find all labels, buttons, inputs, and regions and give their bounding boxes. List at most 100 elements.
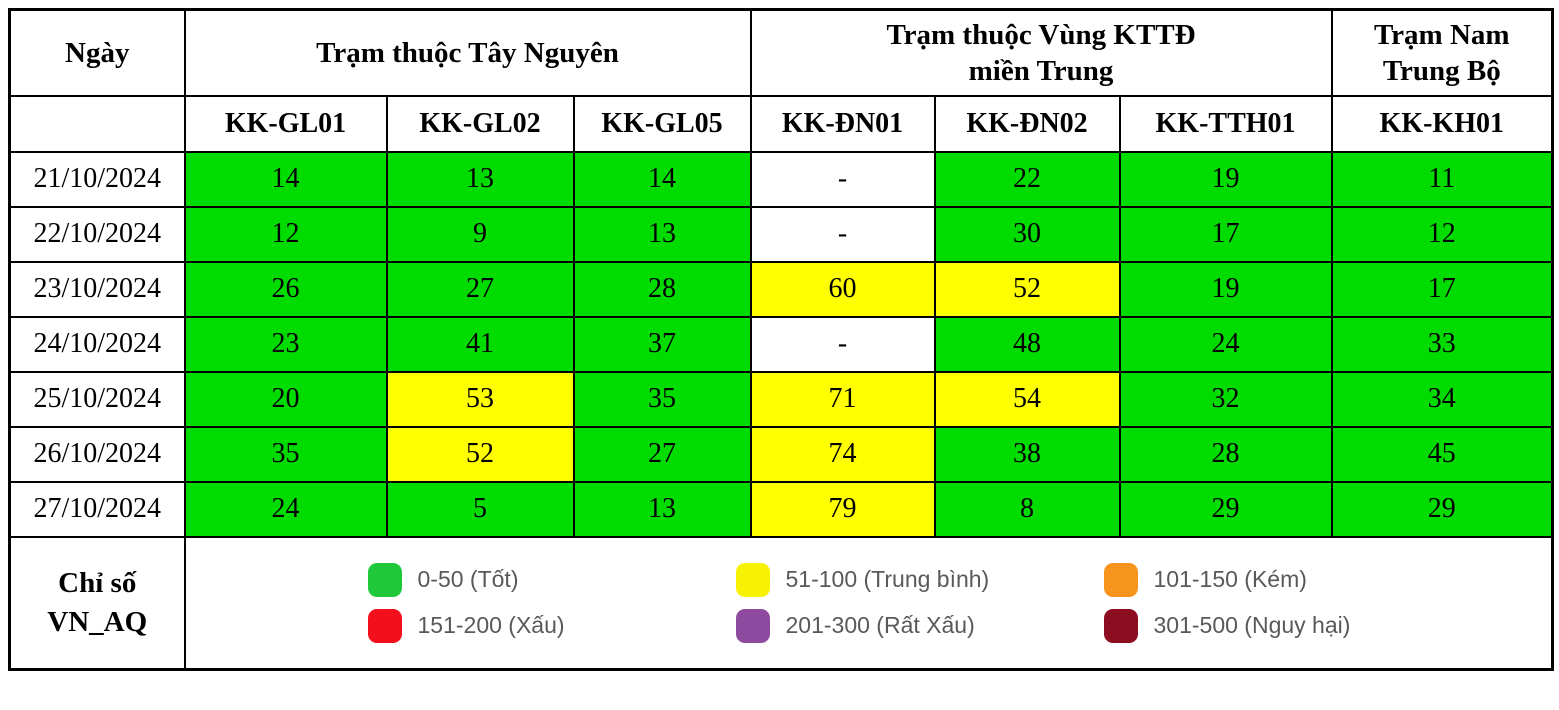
legend-item-moderate: 51-100 (Trung bình) [735,562,1104,597]
aqi-cell: 52 [385,425,575,483]
aqi-cell: 19 [1118,150,1333,208]
aqi-cell: 45 [1330,425,1554,483]
bad-swatch-icon [367,608,402,643]
very-bad-swatch-icon [735,608,770,643]
group-header-row: Ngày Trạm thuộc Tây Nguyên Trạm thuộc Vù… [8,8,1554,97]
station-header-kk-dn02: KK-ĐN02 [933,94,1121,153]
aqi-cell: 35 [183,425,388,483]
group-header-nam-trung-bo: Trạm Nam Trung Bộ [1330,8,1554,97]
aqi-cell: 27 [385,260,575,318]
legend-item-poor: 101-150 (Kém) [1103,562,1551,597]
aqi-cell: - [749,205,936,263]
table-row: 22/10/2024 12 9 13 - 30 17 12 [8,205,1554,263]
aqi-cell: 14 [183,150,388,208]
aqi-cell: 24 [1118,315,1333,373]
legend-item-label: 301-500 (Nguy hại) [1153,612,1351,639]
aqi-cell: 34 [1330,370,1554,428]
aqi-cell: 35 [572,370,752,428]
hazardous-swatch-icon [1103,608,1138,643]
aqi-cell: 17 [1118,205,1333,263]
table-row: 25/10/2024 20 53 35 71 54 32 34 [8,370,1554,428]
date-cell: 22/10/2024 [8,205,186,263]
table-row: 27/10/2024 24 5 13 79 8 29 29 [8,480,1554,538]
date-cell: 26/10/2024 [8,425,186,483]
station-header-kk-gl01: KK-GL01 [183,94,388,153]
date-cell: 24/10/2024 [8,315,186,373]
station-header-kk-kh01: KK-KH01 [1330,94,1554,153]
table-row: 23/10/2024 26 27 28 60 52 19 17 [8,260,1554,318]
aqi-cell: 23 [183,315,388,373]
aqi-cell: 20 [183,370,388,428]
aqi-cell: 12 [183,205,388,263]
aqi-cell: 71 [749,370,936,428]
legend-item-good: 0-50 (Tốt) [367,562,736,597]
moderate-swatch-icon [735,562,770,597]
legend-item-hazardous: 301-500 (Nguy hại) [1103,608,1551,643]
aqi-cell: 29 [1118,480,1333,538]
legend-item-bad: 151-200 (Xấu) [367,608,736,643]
aqi-table: Ngày Trạm thuộc Tây Nguyên Trạm thuộc Vù… [8,8,1555,671]
aqi-cell: 24 [183,480,388,538]
legend-item-label: 0-50 (Tốt) [417,566,519,593]
date-cell: 21/10/2024 [8,150,186,208]
aqi-cell: 9 [385,205,575,263]
table-row: 24/10/2024 23 41 37 - 48 24 33 [8,315,1554,373]
station-header-kk-gl05: KK-GL05 [572,94,752,153]
aqi-cell: 37 [572,315,752,373]
aqi-cell: 53 [385,370,575,428]
aqi-cell: 74 [749,425,936,483]
empty-corner-cell [8,94,186,153]
aqi-cell: 33 [1330,315,1554,373]
station-header-kk-tth01: KK-TTH01 [1118,94,1333,153]
aqi-cell: - [749,315,936,373]
aqi-cell: 54 [933,370,1121,428]
aqi-cell: 5 [385,480,575,538]
legend-grid: 0-50 (Tốt) 51-100 (Trung bình) 101-150 (… [187,562,1551,643]
legend-item-label: 51-100 (Trung bình) [785,566,990,593]
aqi-cell: 30 [933,205,1121,263]
aqi-cell: 14 [572,150,752,208]
date-cell: 23/10/2024 [8,260,186,318]
aqi-cell: 26 [183,260,388,318]
station-header-kk-gl02: KK-GL02 [385,94,575,153]
aqi-cell: 32 [1118,370,1333,428]
aqi-cell: 79 [749,480,936,538]
corner-header-ngay: Ngày [8,8,186,97]
station-header-row: KK-GL01 KK-GL02 KK-GL05 KK-ĐN01 KK-ĐN02 … [8,94,1554,153]
legend-item-label: 151-200 (Xấu) [417,612,565,639]
good-swatch-icon [367,562,402,597]
group-header-kttd-mien-trung: Trạm thuộc Vùng KTTĐ miền Trung [749,8,1333,97]
legend-item-label: 101-150 (Kém) [1153,566,1307,593]
table-row: 21/10/2024 14 13 14 - 22 19 11 [8,150,1554,208]
group-header-tay-nguyen: Trạm thuộc Tây Nguyên [183,8,752,97]
aqi-cell: 60 [749,260,936,318]
aqi-cell: 29 [1330,480,1554,538]
legend-item-very-bad: 201-300 (Rất Xấu) [735,608,1104,643]
station-header-kk-dn01: KK-ĐN01 [749,94,936,153]
aqi-cell: 13 [572,480,752,538]
aqi-cell: 48 [933,315,1121,373]
legend-cell: 0-50 (Tốt) 51-100 (Trung bình) 101-150 (… [183,535,1554,671]
aqi-cell: 28 [1118,425,1333,483]
aqi-cell: 41 [385,315,575,373]
aqi-cell: 12 [1330,205,1554,263]
aqi-cell: 22 [933,150,1121,208]
aqi-cell: 19 [1118,260,1333,318]
aqi-cell: 13 [572,205,752,263]
aqi-cell: 38 [933,425,1121,483]
aqi-cell: 8 [933,480,1121,538]
aqi-cell: 28 [572,260,752,318]
legend-title: Chỉ số VN_AQ [8,535,186,671]
aqi-cell: 27 [572,425,752,483]
legend-row: Chỉ số VN_AQ 0-50 (Tốt) 51-100 (Trung bì… [8,535,1554,671]
date-cell: 25/10/2024 [8,370,186,428]
poor-swatch-icon [1103,562,1138,597]
legend-item-label: 201-300 (Rất Xấu) [785,612,975,639]
aqi-cell: 11 [1330,150,1554,208]
aqi-cell: 52 [933,260,1121,318]
table-row: 26/10/2024 35 52 27 74 38 28 45 [8,425,1554,483]
aqi-cell: 13 [385,150,575,208]
date-cell: 27/10/2024 [8,480,186,538]
aqi-cell: - [749,150,936,208]
aqi-cell: 17 [1330,260,1554,318]
